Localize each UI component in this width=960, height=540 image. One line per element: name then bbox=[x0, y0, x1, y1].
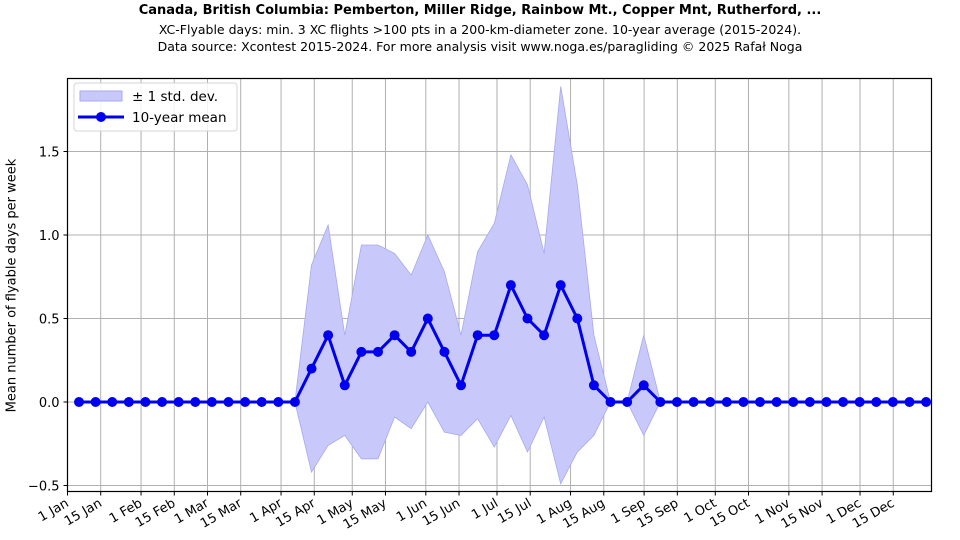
x-tick-label: 1 Jul bbox=[469, 496, 501, 523]
data-point-marker bbox=[904, 397, 915, 407]
y-tick-label: 1.0 bbox=[39, 229, 60, 244]
data-point-marker bbox=[439, 346, 450, 357]
chart-title: Canada, British Columbia: Pemberton, Mil… bbox=[138, 3, 822, 18]
mean-line bbox=[79, 283, 927, 404]
legend: ± 1 std. dev. 10-year mean bbox=[73, 82, 238, 132]
data-point-marker bbox=[605, 397, 616, 407]
data-point-marker bbox=[90, 397, 101, 407]
data-point-marker bbox=[74, 397, 84, 407]
data-point-marker bbox=[688, 397, 699, 407]
data-point-marker bbox=[887, 397, 898, 407]
data-point-marker bbox=[223, 397, 234, 407]
data-point-marker bbox=[173, 397, 184, 407]
data-point-marker bbox=[456, 380, 467, 391]
data-point-marker bbox=[339, 380, 350, 391]
std-dev-band bbox=[79, 86, 927, 485]
data-point-marker bbox=[306, 363, 317, 374]
chart-subtitle-source: Data source: Xcontest 2015-2024. For mor… bbox=[157, 39, 803, 54]
legend-marker-icon bbox=[96, 112, 106, 122]
data-point-marker bbox=[107, 397, 118, 407]
y-tick-label: 0.0 bbox=[39, 396, 60, 411]
data-point-marker bbox=[240, 397, 251, 407]
data-point-marker bbox=[655, 397, 666, 407]
data-point-marker bbox=[489, 330, 500, 341]
data-point-marker bbox=[871, 397, 882, 407]
data-point-marker bbox=[123, 397, 134, 407]
data-point-marker bbox=[921, 397, 932, 407]
data-point-marker bbox=[190, 397, 201, 407]
y-axis-label: Mean number of flyable days per week bbox=[4, 158, 20, 413]
data-point-marker bbox=[157, 397, 168, 407]
data-point-marker bbox=[804, 397, 815, 407]
data-point-marker bbox=[422, 313, 433, 324]
data-point-marker bbox=[372, 346, 383, 357]
data-point-marker bbox=[505, 280, 516, 291]
data-point-marker bbox=[755, 397, 766, 407]
data-point-marker bbox=[838, 397, 849, 407]
data-point-marker bbox=[671, 397, 682, 407]
data-point-marker bbox=[323, 330, 334, 341]
data-point-marker bbox=[472, 330, 483, 341]
data-point-marker bbox=[206, 397, 217, 407]
y-tick-label: 0.5 bbox=[39, 313, 60, 328]
data-point-marker bbox=[356, 346, 367, 357]
x-tick-label: 15 Jun bbox=[420, 496, 463, 529]
data-point-marker bbox=[555, 280, 566, 291]
data-point-marker bbox=[256, 397, 267, 407]
data-point-marker bbox=[406, 346, 417, 357]
data-point-marker bbox=[788, 397, 799, 407]
data-point-marker bbox=[389, 330, 400, 341]
x-tick-label: 15 Jul bbox=[495, 496, 534, 527]
data-point-marker bbox=[721, 397, 732, 407]
chart-subtitle-definition: XC-Flyable days: min. 3 XC flights >100 … bbox=[158, 22, 802, 37]
data-point-marker bbox=[572, 313, 583, 324]
legend-band-label: ± 1 std. dev. bbox=[132, 89, 218, 105]
data-point-marker bbox=[738, 397, 749, 407]
plot-frame bbox=[66, 77, 933, 493]
data-point-marker bbox=[705, 397, 716, 407]
legend-line-label: 10-year mean bbox=[132, 110, 227, 126]
data-point-marker bbox=[771, 397, 782, 407]
legend-band-swatch-icon bbox=[79, 90, 123, 102]
data-point-marker bbox=[140, 397, 151, 407]
data-point-marker bbox=[522, 313, 533, 324]
mean-markers bbox=[74, 280, 932, 407]
y-tick-label: −0.5 bbox=[28, 480, 60, 495]
data-point-marker bbox=[273, 397, 284, 407]
data-point-marker bbox=[588, 380, 599, 391]
data-point-marker bbox=[289, 397, 300, 407]
data-point-marker bbox=[821, 397, 832, 407]
data-point-marker bbox=[622, 397, 633, 407]
data-point-marker bbox=[854, 397, 865, 407]
data-point-marker bbox=[539, 330, 550, 341]
y-tick-label: 1.5 bbox=[39, 146, 60, 161]
x-tick-label: 15 Jan bbox=[62, 496, 105, 529]
y-axis: −0.5 0.0 0.5 1.0 1.5 bbox=[28, 146, 68, 495]
data-point-marker bbox=[638, 380, 649, 391]
